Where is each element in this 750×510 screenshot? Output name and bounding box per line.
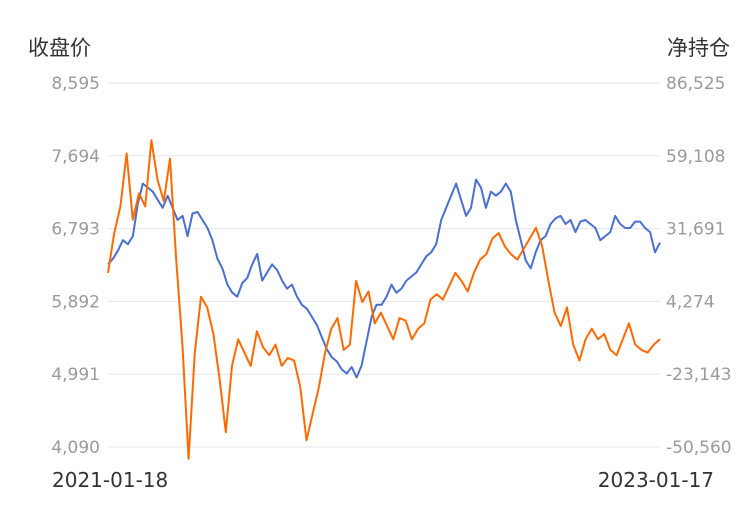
- left-axis-title: 收盘价: [28, 36, 91, 60]
- right-tick-label: -23,143: [666, 365, 732, 385]
- right-axis-title: 净持仓: [667, 36, 730, 60]
- right-tick-label: 86,525: [666, 74, 725, 94]
- right-tick-label: 31,691: [666, 220, 725, 240]
- series-line-close-price: [107, 178, 661, 379]
- x-axis-start-label: 2021-01-18: [52, 468, 169, 492]
- right-tick-label: 4,274: [666, 292, 715, 312]
- x-axis-end-label: 2023-01-17: [597, 468, 714, 492]
- left-tick-label: 7,694: [51, 147, 100, 167]
- right-tick-label: 59,108: [666, 147, 725, 167]
- right-tick-label: -50,560: [666, 438, 732, 458]
- left-tick-label: 5,892: [51, 292, 100, 312]
- left-tick-label: 6,793: [51, 220, 100, 240]
- left-tick-label: 8,595: [51, 74, 100, 94]
- left-tick-label: 4,090: [51, 438, 100, 458]
- series-line-net-position: [107, 139, 661, 460]
- left-tick-label: 4,991: [51, 365, 100, 385]
